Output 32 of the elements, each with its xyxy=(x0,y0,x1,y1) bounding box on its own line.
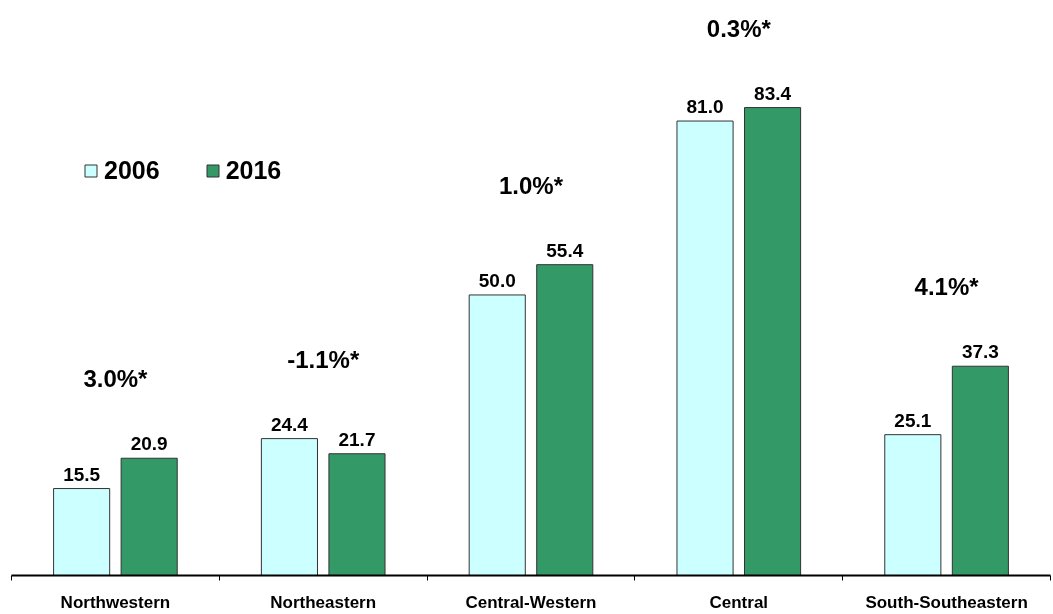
data-label: 55.4 xyxy=(546,239,584,261)
data-label: 25.1 xyxy=(894,409,932,431)
annotation: -1.1%* xyxy=(287,345,360,373)
bar xyxy=(744,107,802,576)
bar xyxy=(884,434,942,576)
data-label: 81.0 xyxy=(686,96,724,118)
data-label: 83.4 xyxy=(754,82,792,104)
data-label: 50.0 xyxy=(478,269,516,291)
x-tick-label: Northeastern xyxy=(270,592,377,612)
bar xyxy=(536,264,594,576)
x-tick-label: South-Southeastern xyxy=(865,592,1028,612)
data-label: 20.9 xyxy=(130,433,168,455)
text: 0.3%* xyxy=(706,14,772,42)
x-tick-label: Northwestern xyxy=(60,592,171,612)
bar xyxy=(951,365,1009,576)
annotation: 1.0%* xyxy=(498,171,564,199)
legend-label: 2006 xyxy=(104,156,160,185)
bar xyxy=(676,120,734,576)
bar xyxy=(260,438,318,576)
data-label: 37.3 xyxy=(961,341,999,363)
x-tick-label: Central-Western xyxy=(465,592,597,612)
bar xyxy=(53,488,111,576)
x-tick-label: Central xyxy=(709,592,769,612)
bar xyxy=(328,453,386,576)
data-label: 24.4 xyxy=(270,413,309,435)
bar xyxy=(468,294,526,576)
bar xyxy=(120,457,178,576)
annotation: 4.1%* xyxy=(914,273,980,301)
annotation: 3.0%* xyxy=(83,365,149,393)
legend-label: 2016 xyxy=(225,156,282,185)
data-label: 15.5 xyxy=(63,463,101,485)
data-label: 21.7 xyxy=(338,428,376,450)
